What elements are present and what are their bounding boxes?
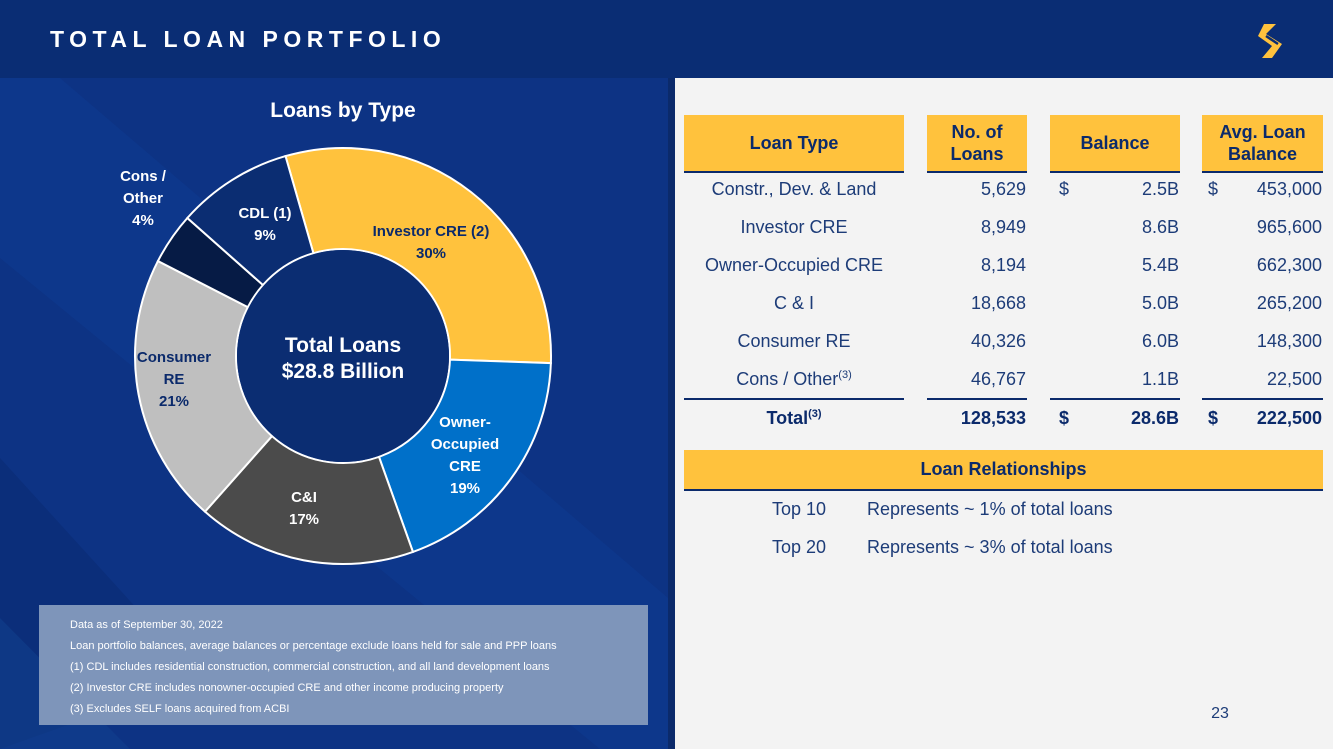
footnote-line: Data as of September 30, 2022 <box>70 619 223 631</box>
slice-label: Investor CRE (2) 30% <box>373 223 490 262</box>
slice-label: Owner-Occupied CRE 19% <box>431 414 499 497</box>
total-dollar-sign: $ <box>1208 408 1219 428</box>
table-cell-avg-balance: 965,600 <box>1256 217 1322 237</box>
page-number: 23 <box>1211 705 1229 722</box>
table-cell-balance: 5.4B <box>1141 255 1179 275</box>
table-cell-avg-balance: 453,000 <box>1256 179 1322 199</box>
dollar-sign: $ <box>1059 179 1070 199</box>
table-cell-loan-type: Owner-Occupied CRE <box>704 255 884 275</box>
slice-label: Cons / Other 4% <box>120 168 167 229</box>
table-cell-num-loans: 18,668 <box>970 293 1026 313</box>
footnote-line: (2) Investor CRE includes nonowner-occup… <box>70 682 504 694</box>
table-cell-num-loans: 8,949 <box>980 217 1026 237</box>
table-cell-avg-balance: 148,300 <box>1256 331 1322 351</box>
pie-center-label: $28.8 Billion <box>282 360 405 383</box>
footnote-line: (1) CDL includes residential constructio… <box>70 661 550 673</box>
table-cell-avg-balance: 265,200 <box>1256 293 1322 313</box>
table-panel <box>675 78 1333 749</box>
s-logo-icon <box>1258 24 1282 58</box>
header-bar: TOTAL LOAN PORTFOLIO <box>0 0 1333 78</box>
table-cell-loan-type: Cons / Other(3) <box>736 369 852 389</box>
total-rule <box>684 398 904 400</box>
table-cell-avg-balance: 22,500 <box>1266 369 1322 389</box>
pie-slice <box>134 259 274 514</box>
pie-slice <box>203 434 415 565</box>
table-cell-balance: 6.0B <box>1141 331 1179 351</box>
relationship-label: Top 10 <box>772 499 827 519</box>
table-cell-loan-type: Investor CRE <box>740 217 848 237</box>
table-cell-balance: 5.0B <box>1141 293 1179 313</box>
pie-slice <box>284 147 552 365</box>
total-dollar-sign: $ <box>1059 408 1070 428</box>
footnote-line: (3) Excludes SELF loans acquired from AC… <box>70 703 290 715</box>
chart-title: Loans by Type <box>270 99 416 122</box>
table-cell-balance: 1.1B <box>1141 369 1179 389</box>
relationship-label: Top 20 <box>772 537 827 557</box>
page-title: TOTAL LOAN PORTFOLIO <box>50 26 447 52</box>
relationship-text: Represents ~ 1% of total loans <box>867 499 1113 519</box>
total-balance: 28.6B <box>1130 408 1179 428</box>
total-rule <box>1050 398 1180 400</box>
table-cell-loan-type: Consumer RE <box>737 331 851 351</box>
table-cell-balance: 2.5B <box>1141 179 1179 199</box>
total-rule <box>1202 398 1323 400</box>
pie-center <box>237 250 449 462</box>
footnotes-box: Data as of September 30, 2022 Loan portf… <box>39 605 648 725</box>
total-label: Total(3) <box>766 408 822 428</box>
table-cell-balance: 8.6B <box>1141 217 1179 237</box>
table-cell-num-loans: 8,194 <box>980 255 1026 275</box>
loan-relationships-header: Loan Relationships <box>684 450 1323 491</box>
header-num-loans: No. of Loans <box>927 115 1027 173</box>
relationship-text: Represents ~ 3% of total loans <box>867 537 1113 557</box>
header-balance: Balance <box>1050 115 1180 173</box>
table-cell-loan-type: C & I <box>773 293 814 313</box>
table-cell-loan-type: Constr., Dev. & Land <box>711 179 877 199</box>
pie-chart: Investor CRE (2) 30% Owner-Occupied CRE 19% C… <box>120 147 552 565</box>
slice-label: C&I 17% <box>289 489 319 528</box>
pie-slice <box>377 358 552 554</box>
dollar-sign: $ <box>1208 179 1219 199</box>
total-avg: 222,500 <box>1256 408 1322 428</box>
table-cell-num-loans: 5,629 <box>980 179 1026 199</box>
header-loan-type: Loan Type <box>684 115 904 173</box>
header-avg-balance: Avg. Loan Balance <box>1202 115 1323 173</box>
slice-label: CDL (1) 9% <box>238 205 291 244</box>
pie-slice <box>185 154 315 287</box>
pie-center-label: Total Loans <box>285 334 401 357</box>
total-rule <box>927 398 1027 400</box>
table-cell-num-loans: 40,326 <box>970 331 1026 351</box>
total-num: 128,533 <box>960 408 1026 428</box>
table-cell-num-loans: 46,767 <box>970 369 1026 389</box>
slice-label: Consumer RE 21% <box>137 349 211 410</box>
footnote-line: Loan portfolio balances, average balance… <box>70 640 557 652</box>
table-cell-avg-balance: 662,300 <box>1256 255 1322 275</box>
